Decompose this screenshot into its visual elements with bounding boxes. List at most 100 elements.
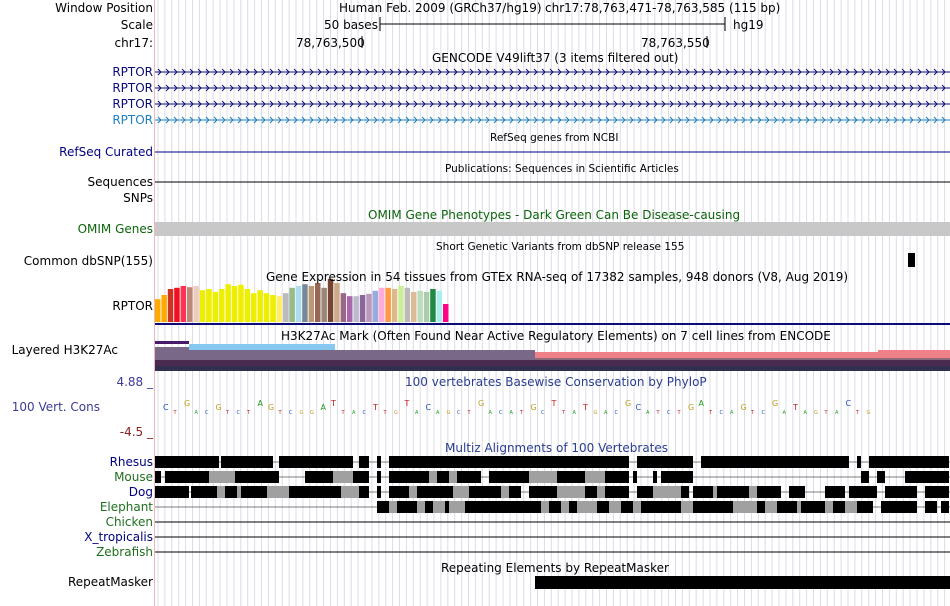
multiz-aligned-block xyxy=(241,486,267,498)
omim-track-title[interactable]: OMIM Gene Phenotypes - Dark Green Can Be… xyxy=(368,208,741,222)
strand-chevron xyxy=(909,84,914,92)
multiz-aligned-block xyxy=(885,486,917,498)
strand-chevron xyxy=(661,68,666,76)
h3k27ac-track-title[interactable]: H3K27Ac Mark (Often Found Near Active Re… xyxy=(281,329,831,343)
strand-chevron xyxy=(629,68,634,76)
multiz-zebrafish-label[interactable]: Zebrafish xyxy=(96,545,153,559)
dbsnp-track-title[interactable]: Short Genetic Variants from dbSNP releas… xyxy=(436,241,685,253)
strand-chevron xyxy=(861,84,866,92)
repeatmasker-label[interactable]: RepeatMasker xyxy=(67,575,153,589)
multiz-aligned-block xyxy=(757,486,781,498)
multiz-partial-block xyxy=(529,471,557,483)
gencode-rptor-label-4[interactable]: RPTOR xyxy=(112,113,153,127)
refseq-curated-label[interactable]: RefSeq Curated xyxy=(59,145,153,159)
layered-h3k27ac-label[interactable]: Layered H3K27Ac xyxy=(11,343,118,357)
multiz-aligned-block xyxy=(377,471,381,483)
strand-chevron xyxy=(725,84,730,92)
gencode-track-title[interactable]: GENCODE V49lift37 (3 items filtered out) xyxy=(432,51,679,65)
strand-chevron xyxy=(821,116,826,124)
phylop-base: T xyxy=(404,399,410,408)
strand-chevron xyxy=(685,68,690,76)
refseq-track-title[interactable]: RefSeq genes from NCBI xyxy=(490,132,619,144)
gtex-tissue-bar xyxy=(283,293,289,322)
multiz-mouse-label[interactable]: Mouse xyxy=(114,470,153,484)
common-dbsnp-label[interactable]: Common dbSNP(155) xyxy=(23,254,153,268)
multiz-dog-label[interactable]: Dog xyxy=(128,485,153,499)
multiz-aligned-block xyxy=(425,501,433,513)
strand-chevron xyxy=(445,116,450,124)
strand-chevron xyxy=(589,68,594,76)
strand-chevron xyxy=(413,100,418,108)
multiz-aligned-block xyxy=(305,471,333,483)
gtex-gene-label[interactable]: RPTOR xyxy=(112,299,153,313)
multiz-aligned-block xyxy=(397,501,417,513)
strand-chevron xyxy=(669,68,674,76)
multiz-aligned-block xyxy=(877,471,885,483)
multiz-aligned-block xyxy=(905,471,949,483)
strand-chevron xyxy=(269,116,274,124)
omim-genes-label[interactable]: OMIM Genes xyxy=(77,222,153,236)
strand-chevron xyxy=(589,100,594,108)
strand-chevron xyxy=(725,68,730,76)
phylop-base: A xyxy=(510,410,514,416)
strand-chevron xyxy=(701,100,706,108)
strand-chevron xyxy=(197,68,202,76)
h3k27ac-signal xyxy=(155,341,950,371)
gencode-rptor-label-3[interactable]: RPTOR xyxy=(112,97,153,111)
strand-chevron xyxy=(397,84,402,92)
scale-text: 50 bases xyxy=(324,18,378,32)
strand-chevron xyxy=(349,84,354,92)
phylop-base: T xyxy=(677,410,682,416)
repeatmasker-track-title[interactable]: Repeating Elements by RepeatMasker xyxy=(441,561,669,575)
multiz-track-title[interactable]: Multiz Alignments of 100 Vertebrates xyxy=(445,441,669,455)
gtex-tissue-bar xyxy=(417,290,423,322)
strand-chevron xyxy=(765,84,770,92)
gtex-tissue-bar xyxy=(366,293,372,322)
strand-chevron xyxy=(637,100,642,108)
strand-chevron xyxy=(677,68,682,76)
h3k27ac-peak-3 xyxy=(535,352,878,358)
multiz-aligned-block xyxy=(637,486,653,498)
strand-chevron xyxy=(405,116,410,124)
multiz-xtropicalis-label[interactable]: X_tropicalis xyxy=(84,530,153,544)
gtex-tissue-bar xyxy=(199,290,206,322)
strand-chevron xyxy=(573,68,578,76)
vert-cons-label[interactable]: 100 Vert. Cons xyxy=(11,400,100,414)
multiz-aligned-block xyxy=(445,501,449,513)
strand-chevron xyxy=(909,100,914,108)
strand-chevron xyxy=(229,84,234,92)
strand-chevron xyxy=(813,68,818,76)
snps-label[interactable]: SNPs xyxy=(123,191,153,205)
strand-chevron xyxy=(725,116,730,124)
strand-chevron xyxy=(597,100,602,108)
multiz-elephant-label[interactable]: Elephant xyxy=(99,500,153,514)
publications-track-title[interactable]: Publications: Sequences in Scientific Ar… xyxy=(445,163,679,175)
strand-chevron xyxy=(693,68,698,76)
strand-chevron xyxy=(341,68,346,76)
gencode-rptor-label-2[interactable]: RPTOR xyxy=(112,81,153,95)
phylop-base: G xyxy=(741,403,747,412)
gencode-rptor-label-1[interactable]: RPTOR xyxy=(112,65,153,79)
strand-chevron xyxy=(477,68,482,76)
sequences-label[interactable]: Sequences xyxy=(87,175,153,189)
multiz-aligned-block xyxy=(235,471,279,483)
strand-chevron xyxy=(693,100,698,108)
strand-chevron xyxy=(269,100,274,108)
strand-chevron xyxy=(309,116,314,124)
phylop-track-title[interactable]: 100 vertebrates Basewise Conservation by… xyxy=(405,375,707,389)
multiz-aligned-block xyxy=(389,471,429,483)
strand-chevron xyxy=(469,68,474,76)
multiz-partial-block xyxy=(609,501,621,513)
strand-chevron xyxy=(661,116,666,124)
strand-chevron xyxy=(317,68,322,76)
multiz-chicken-label[interactable]: Chicken xyxy=(105,515,153,529)
strand-chevron xyxy=(797,84,802,92)
multiz-aligned-block xyxy=(701,456,849,468)
strand-chevron xyxy=(357,68,362,76)
strand-chevron xyxy=(517,116,522,124)
strand-chevron xyxy=(845,100,850,108)
multiz-rhesus-label[interactable]: Rhesus xyxy=(109,455,153,469)
gtex-track-title[interactable]: Gene Expression in 54 tissues from GTEx … xyxy=(266,270,849,284)
strand-chevron xyxy=(805,84,810,92)
